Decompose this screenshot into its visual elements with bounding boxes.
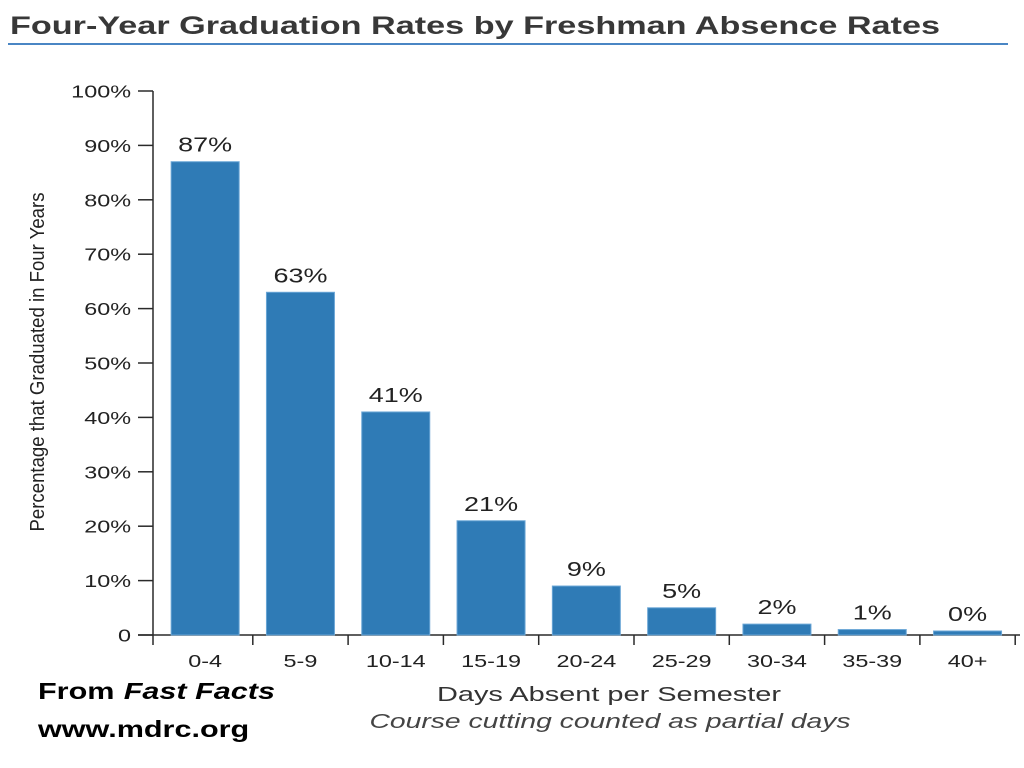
y-axis-label: Percentage that Graduated in Four Years [27,193,49,532]
y-tick-label: 80% [84,191,131,211]
x-ticks: 0-4 5-9 10-14 15-19 20-24 25-29 30-34 35-39 40+ [188,635,1016,671]
y-tick-label: 100% [71,82,131,102]
x-tick-label: 35-39 [842,651,902,671]
source-url: www.mdrc.org [37,717,249,742]
y-tick-label: 20% [84,517,131,537]
data-label: 5% [662,580,701,603]
y-tick-label: 50% [84,354,131,374]
data-label: 41% [369,384,423,407]
data-label: 0% [948,603,987,626]
x-tick-label: 20-24 [556,651,616,671]
source-name: Fast Facts [124,679,275,704]
y-tick-label: 40% [84,408,131,428]
bar-9 [933,630,1003,636]
x-tick-label: 15-19 [461,651,521,671]
data-label: 1% [853,602,892,625]
y-tick-label: 10% [84,572,131,592]
x-axis-note: Course cutting counted as partial days [370,711,851,733]
y-tick-label: 70% [84,245,131,265]
x-tick-label: 30-34 [747,651,807,671]
y-tick-label: 0 [118,626,131,646]
x-tick-label: 5-9 [284,651,318,671]
bar-8 [837,629,907,636]
source-prefix: From [38,679,114,704]
x-tick-label: 40+ [948,651,988,671]
source-url-text: www.mdrc.org [37,717,249,742]
x-tick-label: 10-14 [366,651,426,671]
data-label: 2% [757,596,796,619]
y-ticks: 0 10% 20% 30% 40% 50% 60% 70% 80% 90% 100% [71,82,153,646]
x-tick-label: 25-29 [652,651,712,671]
y-tick-label: 90% [84,136,131,156]
bar-5 [551,585,621,636]
bar-6 [647,607,717,636]
data-label: 87% [178,134,232,157]
bar-2 [265,291,335,636]
y-tick-label: 60% [84,300,131,320]
x-axis-label: Days Absent per Semester [437,684,781,706]
bars [170,161,1003,636]
source-credit: From Fast Facts [38,679,275,704]
bar-1 [170,161,240,636]
bar-7 [742,623,812,636]
data-label: 21% [464,493,518,516]
x-tick-label: 0-4 [188,651,222,671]
bar-3 [361,411,431,636]
data-labels: 87% 63% 41% 21% 9% 5% 2% 1% 0% [178,134,987,626]
bar-4 [456,520,526,636]
chart-title: Four-Year Graduation Rates by Freshman A… [10,12,940,40]
y-tick-label: 30% [84,463,131,483]
data-label: 9% [567,558,606,581]
data-label: 63% [273,265,327,288]
